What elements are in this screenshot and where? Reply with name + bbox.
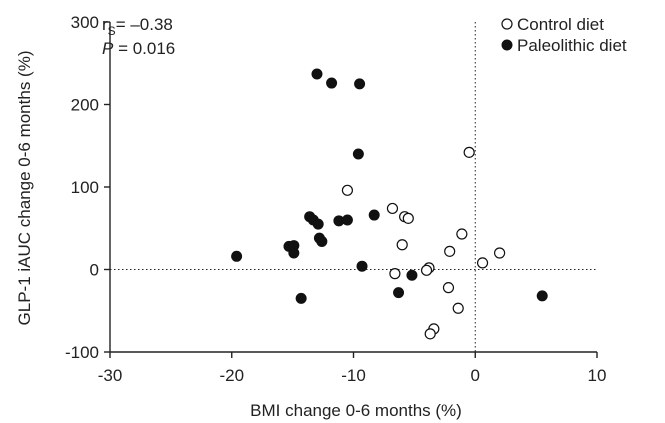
paleolithic-point xyxy=(341,214,353,226)
legend: Control diet Paleolithic diet xyxy=(501,15,627,55)
rs-annotation: rS= –0.38 xyxy=(102,15,173,38)
control-point xyxy=(341,184,354,196)
paleolithic-point xyxy=(312,218,324,230)
control-point xyxy=(396,239,408,251)
legend-open-circle-icon xyxy=(501,18,513,30)
control-point xyxy=(424,328,436,340)
legend-label-paleolithic: Paleolithic diet xyxy=(517,36,627,55)
p-value: = 0.016 xyxy=(113,39,175,58)
control-point xyxy=(444,245,456,257)
x-tick-label: -30 xyxy=(98,366,123,385)
control-point xyxy=(463,146,475,158)
rs-prefix: r xyxy=(102,15,108,34)
p-label: P xyxy=(102,39,114,58)
rs-subscript: S xyxy=(108,24,116,38)
x-tick-label: -20 xyxy=(219,366,244,385)
data-points xyxy=(231,68,548,340)
control-point xyxy=(452,302,464,314)
paleolithic-point xyxy=(311,68,323,80)
paleolithic-point xyxy=(326,77,338,89)
y-tick-label: -100 xyxy=(65,343,99,362)
control-point xyxy=(442,282,455,294)
legend-filled-circle-icon xyxy=(501,39,513,51)
paleolithic-point xyxy=(368,209,380,221)
paleolithic-point xyxy=(288,247,300,259)
stats-annotation: rS= –0.38 P = 0.016 xyxy=(102,15,175,58)
control-point xyxy=(456,228,468,240)
control-point xyxy=(386,202,399,215)
legend-label-control: Control diet xyxy=(517,15,604,34)
x-tick-label: -10 xyxy=(341,366,366,385)
control-point xyxy=(476,257,489,269)
paleolithic-point xyxy=(356,260,368,272)
reference-lines xyxy=(110,22,597,352)
paleolithic-point xyxy=(352,148,364,160)
legend-item-control: Control diet xyxy=(501,15,604,34)
y-tick-label: 0 xyxy=(90,261,99,280)
control-point xyxy=(389,268,401,280)
paleolithic-point xyxy=(316,235,328,247)
paleolithic-point xyxy=(354,78,366,90)
p-annotation: P = 0.016 xyxy=(102,39,175,58)
x-axis-label: BMI change 0-6 months (%) xyxy=(250,401,462,420)
paleolithic-point xyxy=(231,250,243,262)
control-point xyxy=(420,264,433,276)
paleolithic-point xyxy=(295,292,307,304)
y-tick-label: 100 xyxy=(71,178,99,197)
paleolithic-point xyxy=(536,290,548,302)
paleolithic-point xyxy=(406,269,418,281)
rs-value: = –0.38 xyxy=(116,15,173,34)
x-tick-label: 10 xyxy=(588,366,607,385)
control-point xyxy=(494,247,506,259)
y-tick-label: 200 xyxy=(71,96,99,115)
legend-item-paleolithic: Paleolithic diet xyxy=(501,36,627,55)
control-point xyxy=(402,212,414,224)
y-axis-label: GLP-1 iAUC change 0-6 months (%) xyxy=(15,51,34,326)
paleolithic-point xyxy=(393,287,405,299)
y-tick-label: 300 xyxy=(71,13,99,32)
x-tick-label: 0 xyxy=(471,366,480,385)
